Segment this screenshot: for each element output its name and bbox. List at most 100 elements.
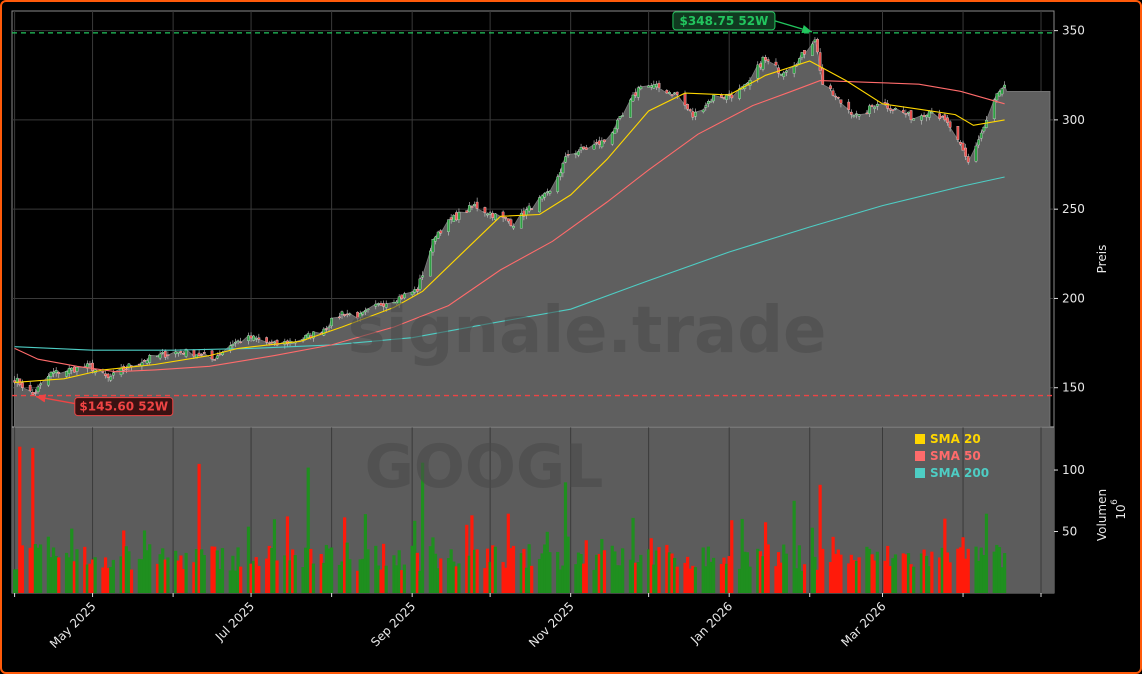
candle-body [421,275,424,278]
candle-body [834,95,838,98]
candle-body [774,61,778,66]
volume-bar [711,557,716,593]
volume-bar [366,549,370,593]
candle-body [234,341,237,344]
candle-body [358,313,362,318]
candle-body [720,95,723,98]
sma50-line [14,80,1005,373]
watermark: signale.trade [348,294,827,368]
volume-bar [511,545,516,593]
candle-body [530,208,534,210]
volume-bar [454,566,458,593]
candle-body [431,239,435,253]
legend-swatch [915,468,925,478]
volume-bar [184,552,188,593]
volume-bar [1003,553,1007,593]
candle-body [836,96,840,99]
volume-bar [792,500,796,593]
volume-bar [795,568,799,593]
candle-body [909,110,913,121]
volume-bar [706,546,710,593]
candle-body [688,109,692,112]
sma200-line [14,176,1005,351]
volume-bar [964,558,968,593]
candle-body [447,219,450,232]
volume-bar [358,559,362,593]
candle-body [545,191,549,193]
volume-bar [925,555,929,593]
candle-body [564,156,567,163]
time-tick-label: Jan 2026 [687,599,735,647]
candle-body [904,113,908,115]
volume-bar [163,559,167,593]
candle-body [938,113,942,119]
volume-bar [657,547,661,593]
volume-bar [948,562,952,593]
volume-bar [561,565,565,593]
volume-bar [12,569,17,593]
volume-bar [1000,567,1004,593]
volume-bar [46,536,50,593]
candle-body [527,205,531,212]
candle-body [52,371,55,374]
candle-body [65,371,68,377]
volume-bar [28,547,32,593]
candle-body [522,210,526,217]
volume-bar [888,566,892,593]
volume-bar [148,544,152,593]
volume-bar [231,555,235,593]
candle-body [785,70,788,73]
volume-bar [161,548,165,593]
candle-body [434,236,437,242]
legend-label: SMA 50 [930,449,981,463]
candle-body [631,94,635,102]
volume-bar [491,545,495,593]
volume-bar [119,556,123,593]
volume-bar [566,536,570,593]
candle-body [712,94,715,102]
volume-bar [909,564,913,593]
volume-bar [891,558,895,593]
candle-body [920,115,923,121]
volume-bar [15,569,19,593]
volume-exponent-base: 10 [1114,504,1128,519]
candle-body [70,367,74,371]
candle-body [49,371,53,377]
candle-body [694,111,697,117]
candle-body [184,348,188,357]
volume-bar [802,564,807,593]
volume-bar [828,562,833,593]
volume-bar [870,554,874,593]
candle-body [249,335,253,339]
candle-body [655,83,658,88]
candle-body [707,101,710,104]
volume-bar [901,553,905,593]
candle-body [418,278,422,290]
candle-body [673,92,676,94]
volume-bar [194,549,199,593]
candle-body [416,288,419,292]
candle-body [831,90,835,96]
candle-body [959,142,962,145]
volume-bar [155,563,160,593]
volume-bar [548,552,552,593]
volume-bar [556,551,560,593]
candle-body [158,353,162,359]
candle-body [561,163,565,174]
volume-bar [18,446,22,593]
volume-bar [379,569,383,593]
time-tick-label: Nov 2025 [526,599,577,650]
volume-bar [737,568,742,593]
volume-bar [246,526,251,593]
candle-body [91,362,94,371]
volume-bar [166,557,170,593]
candle-body [610,132,614,145]
candle-body [782,72,786,77]
volume-bar [142,530,147,593]
volume-bar [51,547,56,593]
volume-bar [873,560,877,593]
legend-swatch [915,434,925,444]
time-tick-label: Sep 2025 [368,599,418,649]
candle-body [722,97,726,99]
